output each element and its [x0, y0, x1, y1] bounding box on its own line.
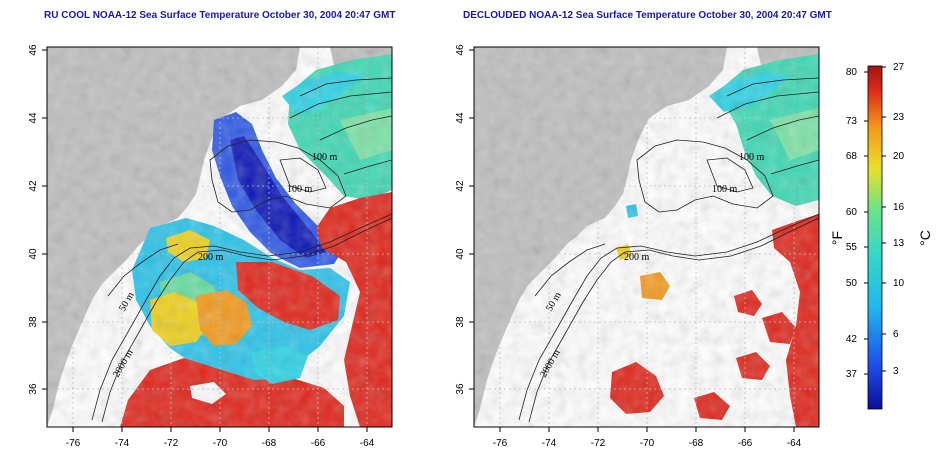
x-tick: -64: [360, 438, 375, 449]
f-tick: 42: [846, 334, 858, 345]
left-grid: [47, 47, 392, 427]
x-tick: -68: [689, 438, 704, 449]
x-tick: -70: [640, 438, 655, 449]
contour-label-100m-b: 100 m: [287, 184, 313, 195]
right-bathymetry-contours: [518, 77, 819, 423]
x-tick: -66: [311, 438, 326, 449]
y-tick: 46: [28, 44, 39, 56]
contour-label-200m: 200 m: [624, 252, 650, 263]
contour-label-100m-a: 100 m: [739, 152, 765, 163]
celsius-scale: 27 23 20 16 13 10 6 3 °C: [882, 62, 933, 377]
y-tick: 38: [455, 316, 466, 328]
y-tick: 42: [455, 180, 466, 192]
y-tick: 38: [28, 316, 39, 328]
y-tick: 36: [455, 383, 466, 395]
right-y-axis: 36 38 40 42 44 46: [455, 44, 474, 395]
celsius-label: °C: [917, 230, 933, 246]
contour-label-100m-a: 100 m: [312, 152, 338, 163]
x-tick: -76: [493, 438, 508, 449]
right-grid: [474, 47, 819, 427]
x-tick: -76: [66, 438, 81, 449]
left-x-axis: -76 -74 -72 -70 -68 -66 -64: [66, 427, 375, 449]
c-tick: 13: [893, 238, 905, 249]
f-tick: 37: [846, 369, 858, 380]
contour-label-200m: 200 m: [198, 252, 224, 263]
y-tick: 46: [455, 44, 466, 56]
x-tick: -66: [738, 438, 753, 449]
c-tick: 23: [893, 112, 905, 123]
right-x-axis: -76 -74 -72 -70 -68 -66 -64: [493, 427, 802, 449]
x-tick: -74: [115, 438, 130, 449]
x-tick: -64: [787, 438, 802, 449]
y-tick: 44: [28, 112, 39, 124]
colorbar-gradient: [867, 65, 883, 410]
right-panel-title: DECLOUDED NOAA-12 Sea Surface Temperatur…: [463, 10, 832, 21]
x-tick: -72: [164, 438, 179, 449]
f-tick: 60: [846, 207, 858, 218]
f-tick: 55: [846, 242, 858, 253]
f-tick: 50: [846, 278, 858, 289]
f-tick: 68: [846, 151, 858, 162]
left-panel-title: RU COOL NOAA-12 Sea Surface Temperature …: [44, 10, 396, 21]
right-map-panel: 100 m 100 m 200 m 50 m 2000 m: [474, 47, 819, 427]
x-tick: -70: [213, 438, 228, 449]
c-tick: 6: [893, 329, 899, 340]
contour-label-100m-b: 100 m: [712, 184, 738, 195]
left-y-axis: 36 38 40 42 44 46: [28, 44, 47, 395]
temperature-colorbar: 80 73 68 60 55 50 42 37 °F 27 23 20 16 1…: [829, 62, 933, 410]
y-tick: 40: [28, 248, 39, 260]
c-tick: 20: [893, 151, 905, 162]
y-tick: 44: [455, 112, 466, 124]
c-tick: 3: [893, 366, 899, 377]
y-tick: 40: [455, 248, 466, 260]
fahrenheit-label: °F: [829, 231, 845, 245]
c-tick: 10: [893, 278, 905, 289]
x-tick: -68: [262, 438, 277, 449]
f-tick: 73: [846, 116, 858, 127]
f-tick: 80: [846, 67, 858, 78]
y-tick: 42: [28, 180, 39, 192]
c-tick: 27: [893, 62, 905, 73]
x-tick: -72: [591, 438, 606, 449]
fahrenheit-scale: 80 73 68 60 55 50 42 37 °F: [829, 67, 868, 380]
y-tick: 36: [28, 383, 39, 395]
left-map-panel: 100 m 100 m 200 m 50 m 2000 m: [47, 47, 392, 427]
c-tick: 16: [893, 202, 905, 213]
x-tick: -74: [542, 438, 557, 449]
left-bathymetry-contours: [91, 77, 392, 423]
